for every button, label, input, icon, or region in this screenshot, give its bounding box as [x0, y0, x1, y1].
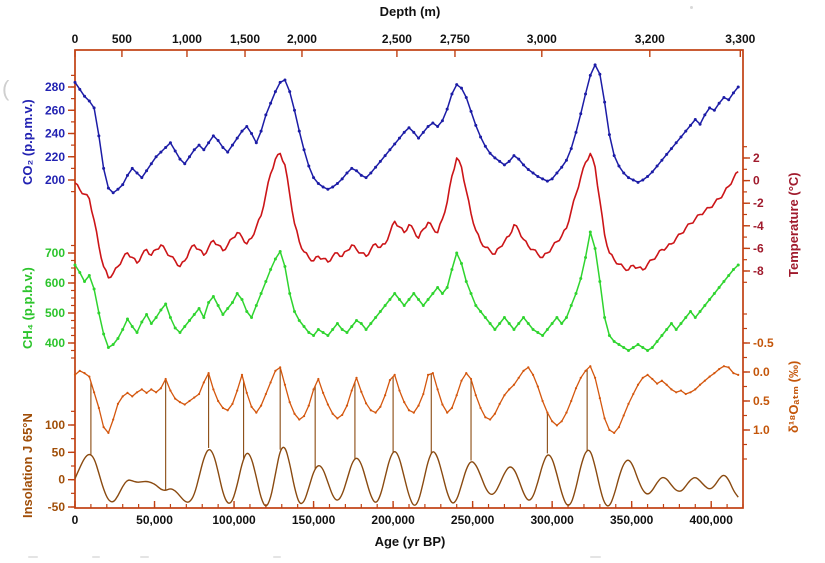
series-temp	[74, 152, 739, 279]
series-insolation	[74, 446, 739, 507]
svg-text:50: 50	[52, 445, 66, 459]
depth-axis: 0 500 1,000 1,500 2,000 2,500 2,750 3,000 3,200 3…	[72, 32, 756, 57]
svg-text:150,000: 150,000	[292, 513, 336, 527]
tie-lines	[90, 367, 588, 491]
svg-text:2,000: 2,000	[287, 32, 317, 46]
ch4-axis-title: CH₄ (p.p.b.v.)	[20, 267, 35, 349]
series-d18o	[73, 365, 740, 434]
series-ch4	[73, 230, 740, 352]
ch4-axis: 700 600 500 400	[45, 244, 75, 359]
svg-text:-8: -8	[753, 264, 764, 278]
svg-text:-0.5: -0.5	[753, 336, 774, 350]
svg-text:280: 280	[45, 80, 65, 94]
svg-text:0: 0	[72, 32, 79, 46]
svg-text:2: 2	[753, 151, 760, 165]
svg-text:600: 600	[45, 276, 65, 290]
svg-text:240: 240	[45, 127, 65, 141]
svg-text:-50: -50	[48, 500, 66, 514]
d18o-axis-title: δ¹⁸Oₐₜₘ (‰)	[786, 360, 801, 433]
series-co2	[73, 63, 740, 195]
svg-text:0: 0	[72, 513, 79, 527]
svg-text:200: 200	[45, 173, 65, 187]
svg-text:260: 260	[45, 103, 65, 117]
svg-text:3,000: 3,000	[527, 32, 557, 46]
svg-text:0: 0	[58, 473, 65, 487]
svg-text:-6: -6	[753, 241, 764, 255]
svg-text:500: 500	[45, 306, 65, 320]
svg-text:50,000: 50,000	[136, 513, 173, 527]
co2-axis-title: CO₂ (p.p.m.v.)	[20, 99, 35, 185]
svg-text:0: 0	[753, 174, 760, 188]
svg-text:220: 220	[45, 150, 65, 164]
depth-axis-title: Depth (m)	[379, 4, 441, 19]
d18o-axis: -0.5 0.0 0.5 1.0	[743, 313, 774, 460]
svg-text:350,000: 350,000	[610, 513, 654, 527]
temperature-axis-title: Temperature (°C)	[786, 172, 801, 277]
temp-axis: 2 0 -2 -4 -6 -8	[743, 146, 764, 283]
svg-text:400,000: 400,000	[689, 513, 733, 527]
svg-text:1,000: 1,000	[172, 32, 202, 46]
svg-text:2,500: 2,500	[382, 32, 412, 46]
svg-text:0.0: 0.0	[753, 365, 770, 379]
svg-text:3,300: 3,300	[725, 32, 755, 46]
svg-text:200,000: 200,000	[371, 513, 415, 527]
svg-text:400: 400	[45, 336, 65, 350]
age-axis: 0 50,000 100,000 150,000 200,000 250,000 300,0…	[72, 501, 744, 527]
insol-axis: 100 50 0 -50	[45, 410, 75, 514]
svg-text:2,750: 2,750	[440, 32, 470, 46]
svg-text:100,000: 100,000	[212, 513, 256, 527]
svg-text:250,000: 250,000	[451, 513, 495, 527]
svg-text:500: 500	[112, 32, 132, 46]
age-axis-title: Age (yr BP)	[374, 534, 446, 549]
svg-text:100: 100	[45, 418, 65, 432]
co2-axis: 280 260 240 220 200	[45, 74, 75, 193]
svg-text:0.5: 0.5	[753, 394, 770, 408]
plot-frame	[74, 49, 744, 509]
svg-text:1,500: 1,500	[230, 32, 260, 46]
svg-text:700: 700	[45, 246, 65, 260]
insolation-axis-title: Insolation J 65°N	[20, 413, 35, 518]
svg-text:300,000: 300,000	[530, 513, 574, 527]
svg-text:-4: -4	[753, 219, 764, 233]
svg-text:1.0: 1.0	[753, 423, 770, 437]
svg-text:-2: -2	[753, 196, 764, 210]
svg-text:3,200: 3,200	[635, 32, 665, 46]
